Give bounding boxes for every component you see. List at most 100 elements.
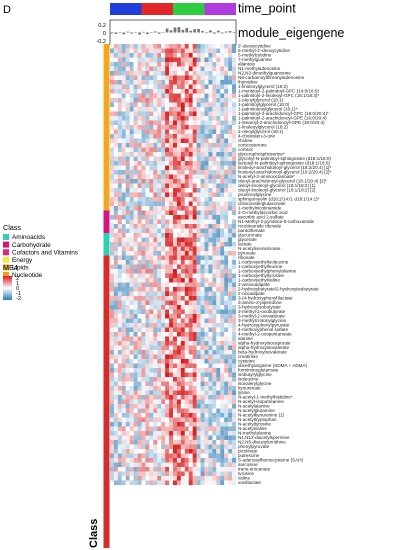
heatmap-cell [224,287,229,292]
heatmap-cell [137,336,142,342]
heatmap-cell [133,413,138,418]
heatmap-cell [224,444,229,450]
heatmap-cell [228,125,233,130]
heatmap-cell [125,480,130,486]
heatmap-cell [141,147,146,153]
heatmap-cell [216,242,221,247]
heatmap-cell [129,224,134,229]
heatmap-cell [216,264,221,270]
heatmap-cell [188,354,193,360]
heatmap-cell [153,269,158,274]
heatmap-cell [176,467,181,472]
heatmap-cell [137,476,142,481]
heatmap-cell [113,84,118,90]
heatmap-cell [161,350,166,355]
class-legend-label: Aminoacids [12,234,45,241]
heatmap-cell [212,111,217,117]
heatmap-cell [161,170,166,175]
heatmap-cell [204,102,209,108]
heatmap-cell [192,84,197,90]
heatmap-cell [117,386,122,391]
heatmap-cell [232,102,237,108]
heatmap-cell [232,93,237,99]
heatmap-cell [228,219,233,225]
heatmap-cell [176,228,181,234]
heatmap-cell [220,242,225,247]
heatmap-cell [184,53,189,58]
heatmap-cell [173,273,177,279]
heatmap-cell [184,471,189,477]
heatmap-cell [117,314,122,319]
metabolite-label: 1-carboxyethyltyrosine [238,273,284,278]
heatmap-cell [224,453,229,459]
heatmap-cell [129,93,134,99]
heatmap-cell [153,417,158,423]
heatmap-cell [157,255,162,261]
heatmap-cell [192,197,197,202]
heatmap-cell [113,278,118,283]
heatmap-cell [133,84,138,90]
heatmap-cell [200,197,205,202]
heatmap-cell [232,332,237,337]
heatmap-cell [224,264,229,270]
heatmap-cell [157,381,162,387]
heatmap-cell [117,291,122,297]
heatmap-cell [110,381,114,387]
heatmap-cell [113,431,118,436]
heatmap-cell [200,431,205,436]
heatmap-cell [145,147,150,153]
heatmap-cell [165,188,170,193]
heatmap-cell [232,422,237,427]
metabolite-label: 5-methyl-2'-deoxycytidine [238,48,290,53]
heatmap-cell [165,282,170,288]
heatmap-cell [165,174,170,180]
heatmap-cell [125,305,130,310]
heatmap-cell [212,453,217,459]
heatmap-cell [208,480,213,486]
heatmap-cell [196,449,201,454]
heatmap-cell [188,197,193,202]
heatmap-cell [204,143,209,148]
heatmap-cell [184,296,189,301]
heatmap-cell [188,138,193,144]
heatmap-cell [184,413,189,418]
heatmap-cell [212,480,217,486]
heatmap-cell [113,71,118,76]
heatmap-cell [180,318,185,324]
heatmap-cell [165,449,170,454]
heatmap-cell [192,390,197,396]
heatmap-cell [121,386,126,391]
heatmap-cell [161,354,166,360]
heatmap-cell [200,368,205,373]
heatmap-cell [208,341,213,346]
heatmap-cell [149,318,154,324]
heatmap-cell [216,377,221,382]
heatmap-cell [137,134,142,139]
heatmap-cell [220,251,225,256]
heatmap-cell [125,444,130,450]
heatmap-cell [232,444,237,450]
heatmap-cell [125,269,130,274]
heatmap-cell [228,278,233,283]
heatmap-cell [141,188,146,193]
heatmap-cell [145,386,150,391]
heatmap-cell [153,170,158,175]
heatmap-cell [173,206,177,211]
heatmap-cell [188,413,193,418]
heatmap-cell [137,395,142,400]
heatmap-cell [212,161,217,166]
heatmap-cell [117,458,122,463]
heatmap-cell [133,89,138,94]
heatmap-cell [224,228,229,234]
heatmap-cell [200,206,205,211]
heatmap-cell [192,71,197,76]
heatmap-cell [176,354,181,360]
heatmap-cell [180,476,185,481]
heatmap-cell [145,390,150,396]
heatmap-cell [173,89,177,94]
heatmap-cell [208,237,213,243]
heatmap-cell [149,210,154,216]
heatmap-cell [129,309,134,315]
heatmap-cell [196,192,201,198]
heatmap-cell [153,192,158,198]
